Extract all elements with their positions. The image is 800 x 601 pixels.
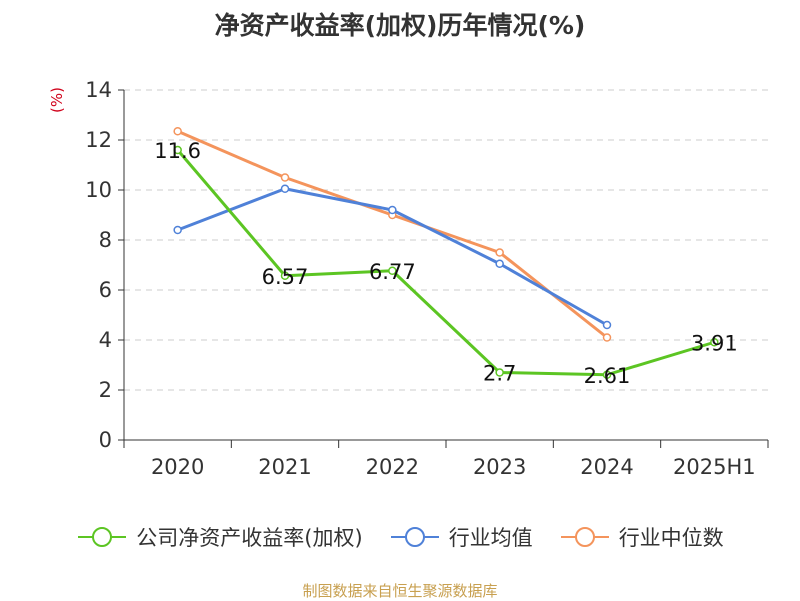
data-point (602, 320, 612, 330)
legend-swatch-icon (390, 527, 439, 547)
data-point (173, 145, 182, 155)
x-tick-label: 2020 (151, 455, 204, 479)
chart-title: 净资产收益率(加权)历年情况(%) (214, 11, 586, 40)
series-line (177, 129, 608, 339)
y-tick-label: 0 (99, 428, 112, 452)
legend-item[interactable]: 行业均值 (389, 522, 533, 552)
legend-swatch-icon (560, 527, 609, 547)
data-point (173, 225, 182, 235)
data-point (710, 338, 719, 347)
x-tick-label: 2023 (473, 455, 526, 479)
x-tick-label: 2024 (580, 455, 633, 479)
data-label: 2.61 (584, 364, 631, 388)
series-line (176, 149, 715, 377)
data-point (495, 248, 504, 257)
y-tick-label: 4 (99, 328, 112, 352)
data-point (602, 370, 612, 379)
data-label: 6.57 (262, 265, 309, 289)
data-point (388, 205, 397, 215)
data-source-note: 制图数据来自恒生聚源数据库 (302, 582, 498, 600)
y-tick-label: 12 (85, 128, 112, 152)
legend-swatch-icon (78, 527, 127, 547)
y-tick-label: 2 (99, 378, 112, 402)
x-tick-label: 2021 (258, 455, 311, 479)
legend-label: 行业均值 (448, 526, 533, 550)
y-tick-label: 8 (99, 228, 112, 252)
data-label: 3.91 (691, 331, 738, 355)
legend-label: 行业中位数 (618, 526, 724, 550)
data-point (495, 259, 504, 268)
data-point (495, 368, 504, 377)
data-point (388, 266, 397, 275)
legend-item[interactable]: 公司净资产收益率(加权) (76, 522, 363, 552)
y-tick-label: 14 (85, 78, 112, 102)
data-label: 11.6 (154, 139, 201, 163)
line-chart: 0 2 4 6 8 10 12 14 2020 2021 2022 2023 2024 2025H1 11.… (85, 78, 769, 479)
data-point (280, 184, 290, 193)
data-point (280, 271, 290, 280)
data-label: 6.77 (369, 260, 416, 284)
y-tick-label: 6 (99, 278, 112, 302)
data-point (280, 173, 290, 182)
legend-item[interactable]: 行业中位数 (559, 522, 724, 552)
data-point (602, 333, 612, 342)
legend: 公司净资产收益率(加权) 行业均值 行业中位数 (0, 522, 800, 552)
data-label: 2.7 (483, 362, 516, 386)
x-tick-label: 2022 (366, 455, 419, 479)
legend-label: 公司净资产收益率(加权) (136, 526, 363, 550)
x-tick-label: 2025H1 (673, 455, 756, 479)
y-tick-label: 10 (85, 178, 112, 202)
data-point (173, 127, 182, 136)
